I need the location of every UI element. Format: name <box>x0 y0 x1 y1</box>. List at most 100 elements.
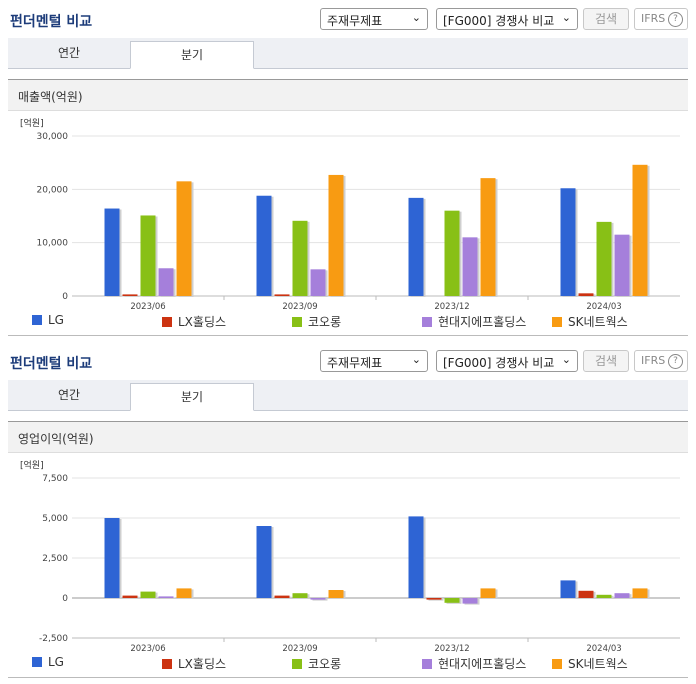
legend-item[interactable]: LG <box>32 655 64 669</box>
bar-현대지에프홀딩스[interactable] <box>614 234 630 296</box>
statement-select-value: 주재무제표 <box>327 356 383 370</box>
y-tick-label: 10,000 <box>37 239 69 249</box>
bar-SK네트웍스[interactable] <box>176 181 192 296</box>
legend-item[interactable]: 코오롱 <box>292 655 341 672</box>
legend-item[interactable]: 현대지에프홀딩스 <box>422 313 526 330</box>
bar-코오롱[interactable] <box>444 210 460 296</box>
bar-LX홀딩스[interactable] <box>426 598 442 600</box>
bar-LG[interactable] <box>560 580 576 598</box>
bar-SK네트웍스[interactable] <box>480 178 496 296</box>
legend-label: SK네트웍스 <box>568 315 628 329</box>
help-icon[interactable]: ? <box>668 354 683 369</box>
bar-현대지에프홀딩스[interactable] <box>310 269 326 296</box>
tab-annual[interactable]: 연간 <box>57 46 81 60</box>
statement-select-value: 주재무제표 <box>327 14 383 28</box>
bar-코오롱[interactable] <box>596 594 612 598</box>
revenue-chart: [억원] 0 10,000 20,000 30,000 2023/06 2023/09 202… <box>20 117 680 312</box>
bar-현대지에프홀딩스[interactable] <box>158 596 174 598</box>
ifrs-button[interactable]: IFRS ? <box>634 350 688 372</box>
x-tick-label: 2023/09 <box>282 644 317 654</box>
legend-item[interactable]: SK네트웍스 <box>552 655 628 672</box>
bar-LX홀딩스[interactable] <box>578 293 594 296</box>
legend-label: LG <box>48 313 64 327</box>
toolbar: 펀더멘털 비교 주재무제표 ⌄ [FG000] 경쟁사 비교 ⌄ 검색 IFRS… <box>0 342 696 380</box>
bar-현대지에프홀딩스[interactable] <box>310 598 326 600</box>
bar-LX홀딩스[interactable] <box>122 595 138 598</box>
statement-select[interactable]: 주재무제표 ⌄ <box>320 350 428 372</box>
divider <box>8 335 688 336</box>
operating-income-chart: [억원] -2,500 0 2,500 5,000 7,500 2023/06 2023/09… <box>20 459 680 654</box>
section-header: 영업이익(억원) <box>8 421 688 453</box>
tab-annual[interactable]: 연간 <box>57 388 81 402</box>
legend-swatch <box>162 659 172 669</box>
bar-LG[interactable] <box>560 188 576 296</box>
chevron-down-icon: ⌄ <box>411 353 421 366</box>
ifrs-button[interactable]: IFRS ? <box>634 8 688 30</box>
legend-item[interactable]: SK네트웍스 <box>552 313 628 330</box>
bar-현대지에프홀딩스[interactable] <box>462 237 478 296</box>
bar-SK네트웍스[interactable] <box>632 588 648 598</box>
peer-group-select[interactable]: [FG000] 경쟁사 비교 ⌄ <box>436 350 578 372</box>
bar-코오롱[interactable] <box>140 215 156 296</box>
x-tick-label: 2023/06 <box>130 302 165 312</box>
section-title: 영업이익(억원) <box>18 432 94 446</box>
legend-item[interactable]: 코오롱 <box>292 313 341 330</box>
bar-현대지에프홀딩스[interactable] <box>462 598 478 604</box>
bar-코오롱[interactable] <box>140 591 156 598</box>
chevron-down-icon: ⌄ <box>561 353 571 366</box>
bar-SK네트웍스[interactable] <box>328 590 344 598</box>
legend-item[interactable]: LG <box>32 313 64 327</box>
legend-item[interactable]: LX홀딩스 <box>162 655 226 672</box>
bar-SK네트웍스[interactable] <box>480 588 496 598</box>
bar-코오롱[interactable] <box>292 220 308 296</box>
y-tick-label: 2,500 <box>42 554 68 564</box>
bar-LX홀딩스[interactable] <box>274 294 290 296</box>
legend-swatch <box>32 657 42 667</box>
legend-swatch <box>422 317 432 327</box>
bar-shadow <box>160 597 176 599</box>
bar-LX홀딩스[interactable] <box>578 590 594 598</box>
legend-swatch <box>162 317 172 327</box>
statement-select[interactable]: 주재무제표 ⌄ <box>320 8 428 30</box>
bar-코오롱[interactable] <box>292 593 308 598</box>
fundamental-panel-operating-income: 펀더멘털 비교 주재무제표 ⌄ [FG000] 경쟁사 비교 ⌄ 검색 IFRS… <box>0 342 696 453</box>
bar-LX홀딩스[interactable] <box>274 595 290 598</box>
legend-label: LX홀딩스 <box>178 315 227 329</box>
bar-현대지에프홀딩스[interactable] <box>614 593 630 598</box>
peer-group-select[interactable]: [FG000] 경쟁사 비교 ⌄ <box>436 8 578 30</box>
y-tick-label: 7,500 <box>42 474 68 484</box>
panel-title: 펀더멘털 비교 <box>10 14 93 30</box>
legend-item[interactable]: LX홀딩스 <box>162 313 226 330</box>
bar-SK네트웍스[interactable] <box>176 588 192 598</box>
legend-label: LX홀딩스 <box>178 657 227 671</box>
ifrs-label: IFRS <box>641 354 666 367</box>
bar-SK네트웍스[interactable] <box>632 164 648 296</box>
chart-legend: LG LX홀딩스 코오롱 현대지에프홀딩스 SK네트웍스 <box>0 313 696 333</box>
bar-SK네트웍스[interactable] <box>328 174 344 296</box>
legend-item[interactable]: 현대지에프홀딩스 <box>422 655 526 672</box>
legend-label: 코오롱 <box>308 657 342 671</box>
x-tick-label: 2024/03 <box>586 644 621 654</box>
x-tick-label: 2023/09 <box>282 302 317 312</box>
bar-코오롱[interactable] <box>596 221 612 296</box>
search-button[interactable]: 검색 <box>583 350 629 372</box>
legend-swatch <box>292 317 302 327</box>
search-button[interactable]: 검색 <box>583 8 629 30</box>
bar-현대지에프홀딩스[interactable] <box>158 268 174 296</box>
bar-LG[interactable] <box>104 518 120 598</box>
tab-quarterly[interactable]: 분기 <box>130 41 254 69</box>
unit-label: [억원] <box>20 459 44 471</box>
bar-LX홀딩스[interactable] <box>122 294 138 296</box>
tab-quarterly[interactable]: 분기 <box>130 383 254 411</box>
bar-shadow <box>276 295 292 297</box>
bar-LG[interactable] <box>104 208 120 296</box>
bar-LG[interactable] <box>256 526 272 598</box>
bar-shadow <box>428 599 444 601</box>
help-icon[interactable]: ? <box>668 12 683 27</box>
bar-LG[interactable] <box>256 195 272 296</box>
bar-LG[interactable] <box>408 197 424 296</box>
legend-swatch <box>552 659 562 669</box>
bar-LG[interactable] <box>408 516 424 598</box>
ifrs-label: IFRS <box>641 12 666 25</box>
bar-코오롱[interactable] <box>444 598 460 603</box>
